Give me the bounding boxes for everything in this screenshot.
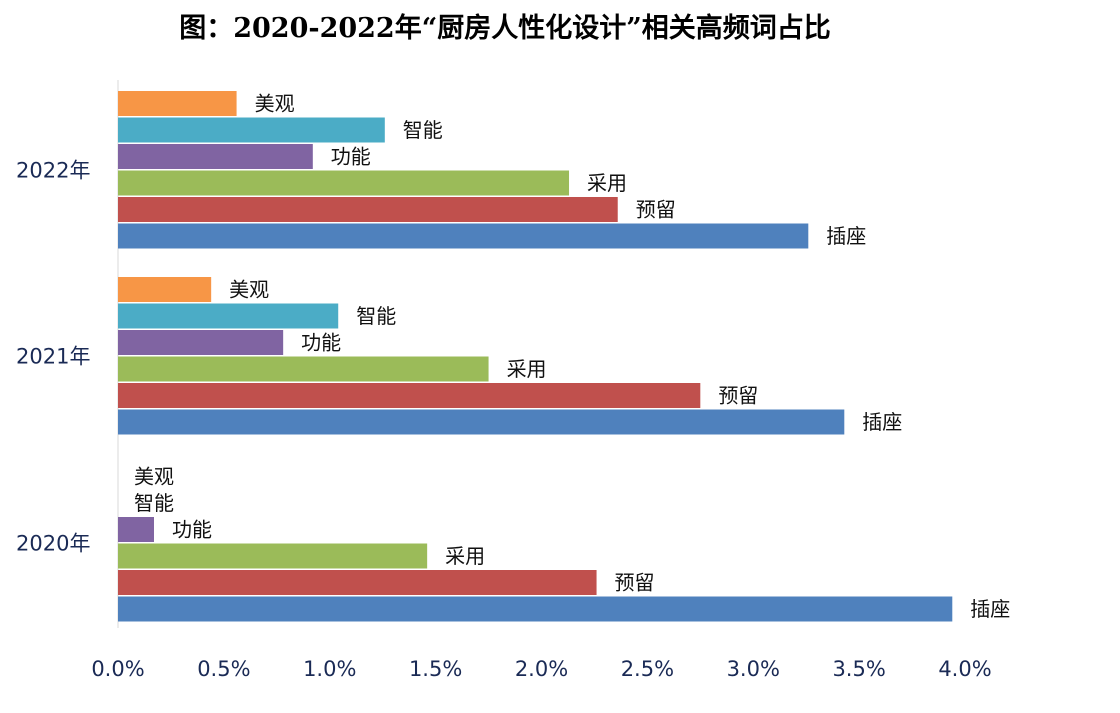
bar-label: 功能	[172, 518, 212, 542]
bar	[118, 543, 428, 569]
bar-label: 采用	[587, 171, 627, 195]
x-tick-label: 0.0%	[91, 657, 144, 681]
bar	[118, 570, 597, 595]
bar-label: 插座	[862, 410, 902, 434]
group-label: 2022年	[16, 159, 90, 183]
group-label: 2021年	[16, 345, 90, 369]
bar-label: 美观	[255, 92, 295, 116]
bar-label: 采用	[445, 544, 485, 568]
bar-label: 插座	[826, 224, 866, 248]
chart-title: 图：2020-2022年“厨房人性化设计”相关高频词占比	[179, 13, 831, 44]
bar	[118, 277, 212, 302]
bar-label: 预留	[718, 384, 758, 408]
bar	[118, 596, 953, 622]
bar	[118, 517, 154, 542]
bar-label: 美观	[134, 465, 174, 489]
bar-label: 功能	[301, 331, 341, 355]
bar	[118, 383, 701, 408]
x-tick-label: 3.5%	[832, 657, 885, 681]
bar-label: 美观	[229, 278, 269, 302]
axis-layer: 0.0% 0.5% 1.0% 1.5% 2.0% 2.5% 3.0% 3.5% 4.0%	[91, 80, 992, 681]
bar	[118, 409, 845, 435]
bar-label: 预留	[636, 198, 676, 222]
labels-layer: 2022年美观智能功能采用预留插座2021年美观智能功能采用预留插座2020年美…	[16, 92, 1010, 622]
bar	[118, 170, 570, 196]
bar-label: 智能	[134, 491, 174, 515]
bar-label: 智能	[403, 118, 443, 142]
bar-label: 预留	[615, 571, 655, 595]
x-tick-label: 1.0%	[303, 657, 356, 681]
bar-label: 功能	[331, 145, 371, 169]
bars-layer	[118, 91, 953, 622]
x-tick-label: 4.0%	[938, 657, 991, 681]
x-tick-label: 1.5%	[409, 657, 462, 681]
bar	[118, 117, 385, 143]
bar-label: 智能	[356, 304, 396, 328]
bar	[118, 144, 313, 169]
bar	[118, 91, 237, 116]
x-tick-label: 2.5%	[621, 657, 674, 681]
group-label: 2020年	[16, 532, 90, 556]
bar	[118, 223, 809, 249]
bar	[118, 303, 339, 329]
bar-label: 采用	[507, 357, 547, 381]
bar	[118, 356, 489, 382]
x-tick-label: 3.0%	[727, 657, 780, 681]
bar	[118, 330, 284, 355]
x-tick-label: 0.5%	[197, 657, 250, 681]
x-tick-label: 2.0%	[515, 657, 568, 681]
bar-label: 插座	[970, 597, 1010, 621]
bar	[118, 197, 618, 222]
